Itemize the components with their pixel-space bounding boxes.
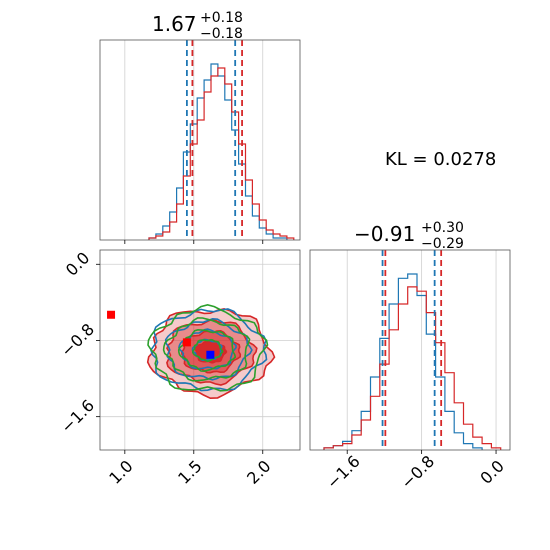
axes-frame-top-left: [99, 39, 301, 241]
param2-xtick-label: −1.6: [323, 452, 364, 493]
axes-frame-bottom-right: [309, 249, 511, 451]
marker-point-0: [107, 310, 116, 319]
param1-hist-series-1: [148, 67, 295, 240]
joint-xtick-label: 2.0: [243, 456, 274, 487]
contour-level-series-2: [177, 328, 237, 373]
contour-level-series-2: [162, 317, 251, 382]
axes-frame-bottom-left: [99, 249, 301, 451]
param1-hist-series-0: [148, 63, 288, 240]
contour-level-series-2: [147, 303, 269, 392]
param1-plus-err: +0.18: [200, 10, 243, 26]
joint-contour-panel: 1.0 1.5 2.0 0.0 −0.8 −1.6: [57, 248, 301, 488]
marker-point-2: [206, 350, 215, 359]
param2-minus-err: −0.29: [421, 236, 464, 252]
param2-median: −0.91: [354, 222, 415, 246]
joint-xtick-label: 1.0: [105, 456, 136, 487]
param1-median: 1.67: [152, 12, 197, 36]
param2-hist-series-1: [323, 286, 502, 450]
param2-hist-series-0: [323, 273, 483, 450]
joint-ytick-label: 0.0: [62, 248, 93, 279]
joint-xtick-label: 1.5: [174, 456, 205, 487]
joint-ytick-label: −0.8: [57, 320, 98, 361]
param2-plus-err: +0.30: [421, 220, 464, 236]
marginal-hist-param2: −1.6 −0.8 0.0 −0.91 +0.30 −0.29: [309, 220, 511, 493]
kl-divergence-label: KL = 0.0278: [385, 149, 496, 170]
param1-minus-err: −0.18: [200, 26, 243, 42]
marginal-hist-param1: 1.67 +0.18 −0.18: [99, 10, 301, 244]
param2-xtick-label: 0.0: [476, 456, 507, 487]
joint-ytick-label: −1.6: [57, 396, 98, 437]
marker-point-1: [182, 338, 191, 347]
param2-xtick-label: −0.8: [397, 452, 438, 493]
